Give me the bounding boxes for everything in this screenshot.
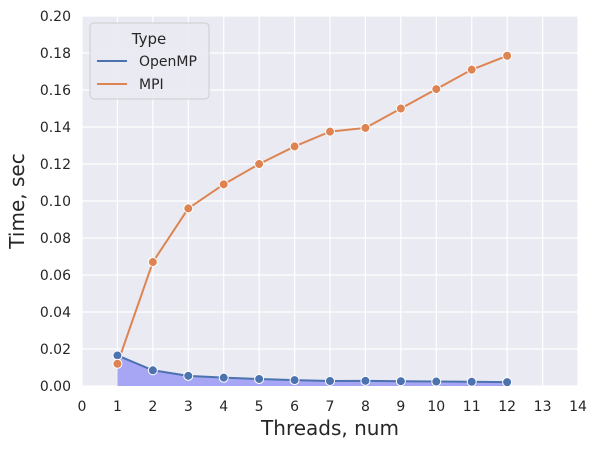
series-line-openmp: [117, 354, 508, 384]
x-tick-label: 6: [290, 399, 299, 415]
y-tick-label: 0.00: [40, 379, 71, 395]
data-point-mpi: [502, 50, 513, 61]
x-tick-label: 9: [396, 399, 405, 415]
y-tick-label: 0.08: [40, 231, 71, 247]
data-point-mpi: [218, 179, 229, 190]
data-point-openmp: [112, 350, 123, 361]
data-point-openmp: [395, 376, 406, 387]
x-tick-label: 11: [463, 399, 481, 415]
data-point-mpi: [395, 103, 406, 114]
x-tick-label: 14: [569, 399, 587, 415]
x-tick-label: 10: [427, 399, 445, 415]
y-tick-label: 0.16: [40, 83, 71, 99]
data-point-openmp: [254, 373, 265, 384]
y-tick-labels: 0.00 0.02 0.04 0.06 0.08 0.10 0.12 0.14 0.16 0.18…: [40, 9, 71, 395]
legend-label-mpi: MPI: [139, 77, 164, 93]
data-point-openmp: [502, 377, 513, 388]
y-tick-label: 0.02: [40, 342, 71, 358]
data-point-mpi: [254, 159, 265, 169]
x-tick-label: 1: [113, 399, 122, 415]
data-point-openmp: [360, 375, 371, 386]
y-axis-label: Time, sec: [5, 153, 29, 249]
data-point-mpi: [183, 203, 194, 214]
data-point-mpi: [147, 257, 158, 268]
data-point-openmp: [431, 376, 442, 387]
x-tick-label: 4: [219, 399, 228, 415]
legend-title: Type: [131, 30, 166, 48]
y-tick-label: 0.04: [40, 305, 71, 321]
x-tick-label: 13: [534, 399, 552, 415]
legend: Type OpenMP MPI: [89, 22, 210, 100]
x-tick-labels: 0 1 2 3 4 5 6 7 8 9 10 11 12 13 14: [78, 399, 587, 415]
data-point-mpi: [112, 358, 123, 369]
x-tick-label: 8: [361, 399, 370, 415]
data-point-mpi: [325, 126, 335, 137]
data-point-openmp: [289, 375, 300, 386]
area-fill-layer: [117, 355, 508, 386]
series-lines: [116, 54, 508, 384]
y-tick-label: 0.20: [40, 9, 71, 25]
x-tick-label: 3: [184, 399, 193, 415]
y-tick-label: 0.06: [40, 268, 71, 284]
legend-box: [89, 22, 210, 100]
series-line-mpi: [116, 54, 508, 365]
x-tick-label: 5: [255, 399, 264, 415]
x-tick-label: 2: [148, 399, 157, 415]
x-tick-label: 12: [498, 399, 516, 415]
y-tick-label: 0.12: [40, 157, 71, 173]
data-point-openmp: [218, 372, 229, 383]
data-point-mpi: [466, 64, 477, 75]
area-fill-openmp: [117, 355, 508, 386]
data-point-openmp: [147, 365, 158, 376]
series-markers: [112, 50, 513, 388]
data-point-openmp: [183, 370, 194, 381]
y-tick-label: 0.10: [40, 194, 71, 210]
x-axis-label: Threads, num: [260, 416, 399, 440]
legend-label-openmp: OpenMP: [139, 54, 197, 70]
data-point-openmp: [325, 376, 335, 387]
x-tick-label: 7: [326, 399, 335, 415]
data-point-mpi: [431, 84, 442, 95]
x-tick-label: 0: [78, 399, 87, 415]
y-tick-label: 0.18: [40, 46, 71, 62]
y-tick-label: 0.14: [40, 120, 71, 136]
data-point-openmp: [466, 376, 477, 387]
data-point-mpi: [289, 141, 300, 152]
data-point-mpi: [360, 122, 371, 133]
